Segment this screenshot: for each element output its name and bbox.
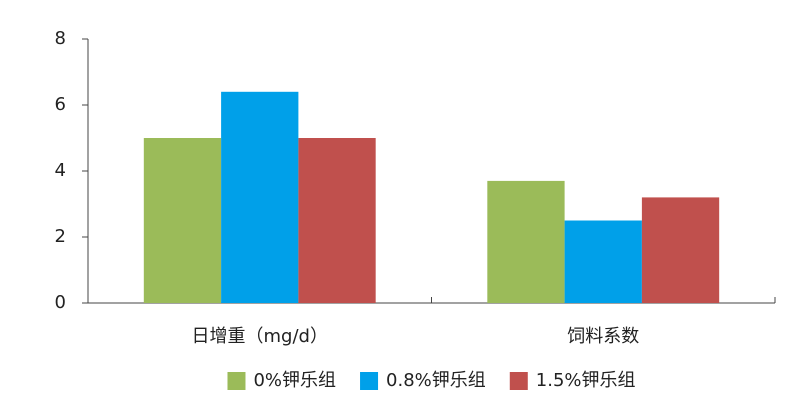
bar: [221, 91, 299, 303]
legend-label: 0.8%钾乐组: [386, 370, 486, 391]
y-tick-label: 4: [55, 160, 66, 181]
y-tick-label: 6: [55, 94, 66, 115]
y-tick-label: 0: [55, 292, 66, 313]
legend-swatch: [360, 372, 379, 390]
legend-label: 0%钾乐组: [253, 370, 336, 391]
bar: [298, 138, 376, 303]
legend-label: 1.5%钾乐组: [536, 370, 636, 391]
legend-swatch: [227, 372, 246, 390]
bar: [564, 220, 642, 303]
bar: [143, 138, 222, 303]
legend-swatch: [509, 372, 528, 390]
y-tick-label: 8: [55, 28, 66, 49]
bar: [641, 197, 720, 303]
x-tick-label: 日增重（mg/d）: [192, 326, 328, 347]
bar: [487, 180, 565, 303]
y-tick-label: 2: [55, 226, 66, 247]
x-tick-label: 饲料系数: [567, 326, 639, 347]
legend: 0%钾乐组 0.8%钾乐组 1.5%钾乐组: [227, 370, 636, 391]
